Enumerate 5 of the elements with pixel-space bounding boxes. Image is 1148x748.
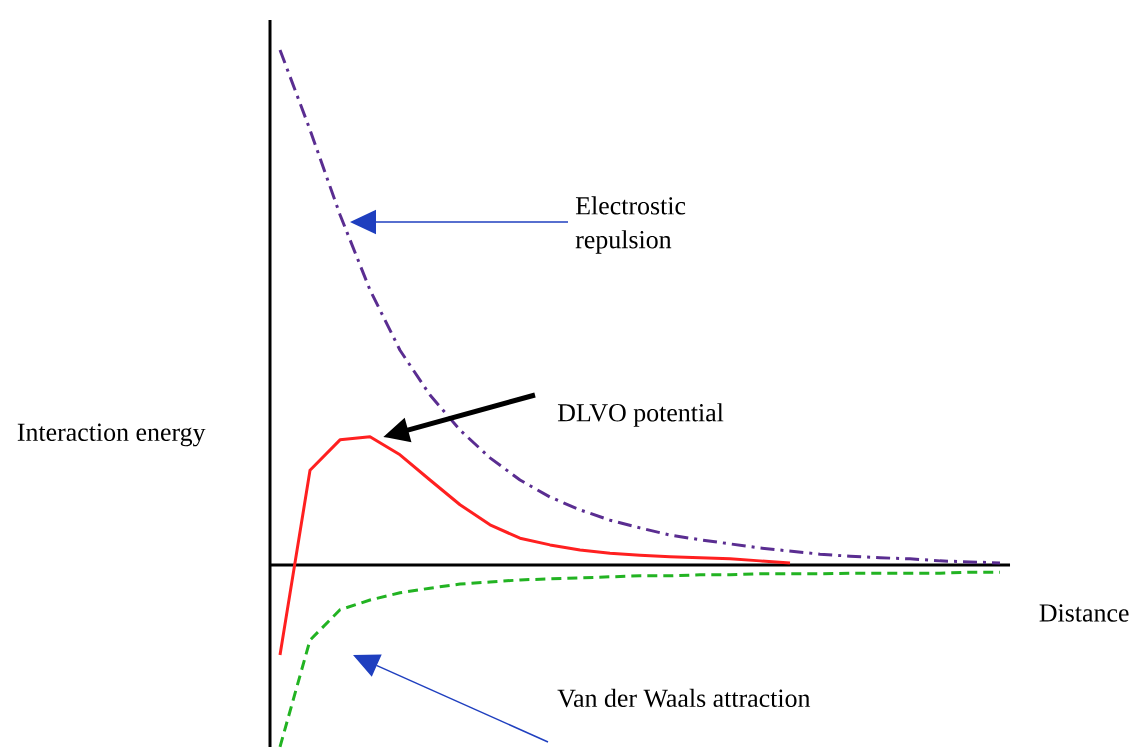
- annotation: Electrostic repulsion: [575, 196, 686, 254]
- x-axis-title: Distance: [1039, 604, 1129, 622]
- annotation: Van der Waals attraction: [557, 688, 811, 707]
- annotation: DLVO potential: [557, 403, 724, 427]
- y-axis-title: Interaction energy: [17, 423, 206, 447]
